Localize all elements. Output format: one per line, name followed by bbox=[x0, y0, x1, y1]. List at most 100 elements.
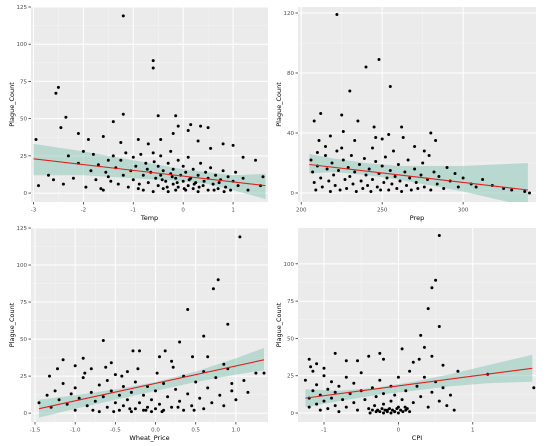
data-point bbox=[262, 371, 266, 375]
data-point bbox=[344, 405, 348, 409]
data-point bbox=[414, 181, 418, 184]
data-point bbox=[335, 13, 339, 16]
y-tick-label: 80 bbox=[287, 71, 294, 77]
data-point bbox=[184, 170, 188, 174]
data-point bbox=[315, 362, 319, 366]
data-point bbox=[106, 158, 110, 162]
data-point bbox=[34, 138, 38, 141]
data-point bbox=[236, 184, 240, 188]
data-point bbox=[202, 179, 206, 183]
data-point bbox=[382, 181, 386, 184]
data-point bbox=[176, 185, 180, 189]
data-point bbox=[186, 129, 190, 132]
data-point bbox=[124, 151, 128, 155]
y-tick-label: 40 bbox=[287, 131, 294, 137]
data-point bbox=[395, 407, 399, 411]
data-point bbox=[392, 149, 395, 153]
data-point bbox=[421, 161, 425, 165]
data-point bbox=[341, 158, 345, 162]
data-point bbox=[312, 119, 316, 123]
data-point bbox=[437, 399, 441, 403]
data-point bbox=[319, 176, 323, 180]
data-point bbox=[441, 386, 445, 390]
data-point bbox=[320, 185, 324, 189]
data-point bbox=[181, 164, 185, 168]
data-point bbox=[422, 185, 426, 189]
data-point bbox=[160, 410, 164, 414]
data-point bbox=[261, 175, 265, 179]
data-point bbox=[393, 410, 397, 414]
data-point bbox=[189, 123, 193, 127]
data-point bbox=[105, 379, 109, 382]
data-point bbox=[222, 190, 226, 194]
data-point bbox=[333, 404, 337, 408]
regression-line bbox=[38, 359, 265, 410]
data-point bbox=[358, 163, 361, 166]
data-point bbox=[419, 173, 423, 177]
data-point bbox=[380, 407, 384, 411]
regression-line bbox=[309, 163, 528, 191]
data-point bbox=[385, 410, 389, 414]
data-point bbox=[104, 170, 108, 174]
data-point bbox=[315, 383, 319, 387]
data-point bbox=[66, 154, 70, 158]
data-point bbox=[389, 399, 393, 403]
data-point bbox=[139, 152, 143, 156]
data-point bbox=[230, 389, 234, 393]
data-point bbox=[186, 392, 190, 396]
data-point bbox=[71, 176, 75, 180]
x-tick-label: 300 bbox=[458, 208, 469, 214]
data-point bbox=[382, 357, 385, 361]
data-point bbox=[352, 401, 356, 405]
data-point bbox=[396, 375, 400, 379]
data-point bbox=[341, 130, 345, 133]
data-point bbox=[445, 166, 449, 169]
data-point bbox=[145, 167, 149, 171]
x-tick-label: 0.5 bbox=[191, 428, 200, 434]
data-point bbox=[156, 184, 160, 188]
data-point bbox=[367, 354, 371, 358]
data-point bbox=[422, 149, 426, 153]
y-tick-label: 125 bbox=[17, 226, 28, 232]
data-point bbox=[106, 175, 110, 179]
data-point bbox=[396, 411, 400, 415]
panel-4: -1 0 1 0 25 50 75 100 CPI Plague_Count bbox=[275, 228, 536, 442]
data-point bbox=[182, 187, 186, 191]
data-point bbox=[401, 410, 405, 414]
data-point bbox=[437, 175, 441, 178]
data-point bbox=[146, 181, 150, 185]
data-point bbox=[174, 114, 178, 118]
data-point bbox=[206, 126, 210, 130]
data-point bbox=[131, 155, 135, 159]
data-point bbox=[231, 143, 235, 147]
data-point bbox=[344, 359, 348, 363]
data-point bbox=[324, 154, 327, 157]
data-point bbox=[151, 59, 155, 63]
data-point bbox=[142, 408, 145, 412]
data-point bbox=[234, 398, 238, 402]
data-point bbox=[532, 386, 536, 390]
data-point bbox=[234, 170, 238, 174]
data-point bbox=[53, 389, 57, 393]
data-point bbox=[391, 408, 394, 412]
data-point bbox=[372, 125, 376, 129]
data-point bbox=[129, 410, 133, 414]
x-tick-label: -1.5 bbox=[30, 428, 41, 434]
data-point bbox=[346, 166, 350, 169]
data-point bbox=[186, 308, 190, 311]
y-tick-label: 25 bbox=[287, 374, 294, 380]
data-point bbox=[400, 190, 404, 193]
data-point bbox=[113, 401, 117, 405]
data-point bbox=[97, 383, 101, 387]
data-point bbox=[164, 179, 168, 183]
data-point bbox=[435, 182, 439, 186]
data-point bbox=[371, 146, 374, 150]
data-point bbox=[138, 401, 141, 405]
data-point bbox=[136, 187, 140, 191]
data-point bbox=[385, 176, 389, 180]
data-point bbox=[348, 89, 352, 93]
data-point bbox=[76, 132, 80, 135]
data-point bbox=[170, 175, 174, 179]
x-tick-label: 0 bbox=[181, 208, 185, 214]
data-point bbox=[393, 393, 397, 397]
